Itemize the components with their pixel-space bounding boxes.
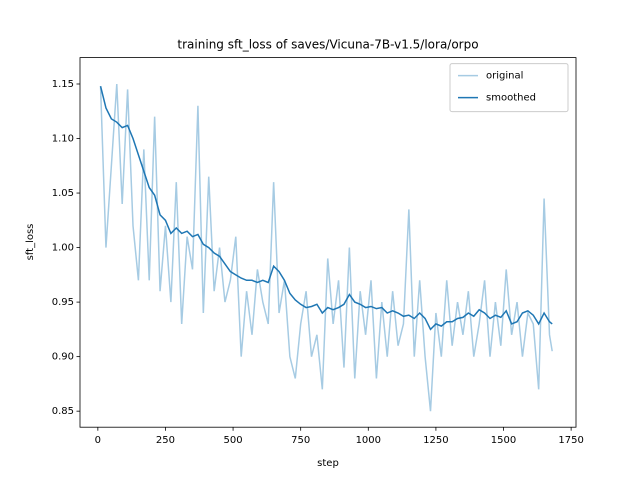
x-tick-label: 500: [224, 435, 243, 446]
x-axis-label: step: [317, 458, 339, 469]
legend-label: original: [486, 71, 523, 82]
x-tick-label: 0: [95, 435, 101, 446]
x-tick-label: 250: [156, 435, 175, 446]
x-tick-label: 1500: [491, 435, 516, 446]
y-tick-label: 1.00: [52, 243, 74, 254]
plot-frame: [79, 57, 577, 428]
line-series: [99, 83, 553, 412]
y-tick-label: 0.90: [52, 352, 74, 363]
y-tick-label: 0.85: [52, 406, 74, 417]
y-tick-label: 0.95: [52, 297, 74, 308]
y-tick-label: 1.05: [52, 188, 74, 199]
x-tick-label: 750: [291, 435, 310, 446]
legend-box: [449, 63, 569, 113]
y-tick-label: 1.15: [52, 79, 74, 90]
y-axis-label: sft_loss: [25, 224, 36, 261]
x-tick-label: 1750: [558, 435, 583, 446]
x-tick-label: 1000: [356, 435, 381, 446]
legend-label: smoothed: [486, 93, 536, 104]
y-tick-label: 1.10: [52, 134, 74, 145]
line-series: [99, 85, 553, 331]
x-tick-label: 1250: [423, 435, 448, 446]
chart-title: training sft_loss of saves/Vicuna-7B-v1.…: [177, 38, 478, 52]
